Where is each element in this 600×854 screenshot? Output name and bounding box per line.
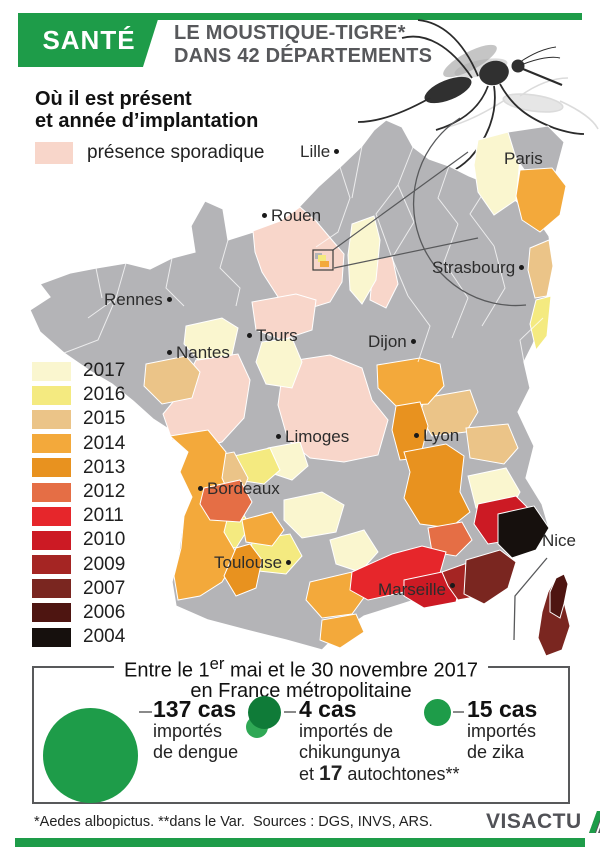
city-dot: [198, 486, 203, 492]
title-line2: DANS 42 DÉPARTEMENTS: [174, 45, 433, 67]
legend-row: 2011: [32, 504, 125, 528]
city-dot: [276, 434, 281, 440]
kicker-label: SANTÉ: [42, 24, 136, 55]
visactu-logo-icon: [588, 811, 600, 833]
city-label-marseille: Marseille: [378, 580, 459, 600]
connector-line: [453, 711, 464, 713]
connector-line: [139, 711, 152, 713]
subtitle-line1: Où il est présent: [35, 88, 192, 110]
city-label-toulouse: Toulouse: [214, 553, 295, 573]
legend-row: 2006: [32, 601, 125, 625]
legend-row: 2012: [32, 480, 125, 504]
paris-zoom-rect: [312, 249, 334, 271]
legend-row: 2009: [32, 553, 125, 577]
subtitle-line2: et année d’implantation: [35, 110, 259, 132]
zika-bubble: [424, 699, 451, 726]
footer-green-bar: [15, 838, 585, 847]
infographic-title: LE MOUSTIQUE-TIGRE* DANS 42 DÉPARTEMENTS: [174, 22, 432, 68]
legend-swatch-2014: [32, 434, 71, 454]
city-dot: [262, 213, 267, 219]
legend-swatch-2015: [32, 409, 71, 429]
department-patches: [143, 206, 554, 649]
zika-stat: 15 cas importés de zika: [467, 696, 538, 762]
city-dot: [247, 333, 252, 339]
year-legend: 2017 2016 2015 2014 2013 2012 2011 2010 …: [32, 359, 125, 649]
city-label-bordeaux: Bordeaux: [194, 479, 280, 499]
department-borders: [63, 145, 544, 363]
city-label-paris: Paris: [504, 149, 543, 168]
dengue-bubble: [43, 708, 138, 803]
city-label-dijon: Dijon: [368, 332, 420, 352]
legend-row: 2016: [32, 383, 125, 407]
legend-swatch-2013: [32, 458, 71, 478]
paris-inset: [312, 117, 567, 307]
mosquito-icon: [357, 19, 599, 173]
city-dot: [410, 339, 416, 345]
corsica-pointer-line: [513, 557, 548, 641]
city-label-lille: Lille: [300, 142, 343, 162]
chikungunya-stat: 4 cas importés de chikungunya et 17 auto…: [299, 696, 460, 785]
legend-row: 2013: [32, 456, 125, 480]
legend-swatch-2011: [32, 506, 71, 526]
city-label-rennes: Rennes: [104, 290, 176, 310]
visactu-logo: VISACTU: [486, 810, 600, 834]
legend-swatch-2017: [32, 361, 71, 381]
map-subtitle: Où il est présent et année d’implantatio…: [35, 88, 258, 132]
legend-swatch-2009: [32, 555, 71, 575]
city-dot: [414, 433, 419, 439]
legend-row: 2017: [32, 359, 125, 383]
city-dot: [519, 265, 525, 271]
city-label-rouen: Rouen: [258, 206, 321, 226]
legend-swatch-2007: [32, 579, 71, 599]
kicker-banner: SANTÉ: [18, 13, 160, 67]
ordinal-sup: er: [209, 654, 225, 673]
connector-line: [284, 711, 296, 713]
city-label-limoges: Limoges: [272, 427, 349, 447]
legend-row: 2014: [32, 432, 125, 456]
sporadic-swatch: [35, 142, 73, 164]
inset-circle-arc: [412, 117, 527, 307]
legend-swatch-2010: [32, 530, 71, 550]
city-label-tours: Tours: [243, 326, 298, 346]
legend-row: 2004: [32, 625, 125, 649]
legend-swatch-2012: [32, 482, 71, 502]
legend-row: 2010: [32, 528, 125, 552]
autochtones-count: 17: [319, 762, 343, 785]
title-line1: LE MOUSTIQUE-TIGRE*: [174, 22, 406, 44]
autochtones-line: et 17 autochtones**: [299, 762, 460, 785]
city-label-nice: Nice: [542, 531, 577, 550]
legend-row: 2015: [32, 407, 125, 431]
legend-row: 2007: [32, 577, 125, 601]
city-dot: [166, 297, 172, 303]
city-dot: [334, 149, 340, 155]
sporadic-label: présence sporadique: [87, 142, 265, 163]
city-label-lyon: Lyon: [410, 426, 459, 446]
city-dot: [450, 583, 456, 589]
legend-swatch-2006: [32, 603, 71, 623]
legend-swatch-2016: [32, 385, 71, 405]
header-green-strip: [18, 13, 582, 20]
city-dot: [286, 560, 292, 566]
city-label-nantes: Nantes: [163, 343, 230, 363]
city-dot: [167, 350, 172, 356]
legend-swatch-2004: [32, 627, 71, 647]
corsica: [537, 573, 571, 657]
city-label-strasbourg: Strasbourg: [432, 258, 528, 278]
stats-period-subtitle: en France métropolitaine: [190, 680, 412, 702]
chikungunya-bubble: [248, 696, 281, 729]
source-note: *Aedes albopictus. **dans le Var. Source…: [34, 814, 433, 830]
dengue-stat: 137 cas importés de dengue: [153, 696, 239, 762]
sporadic-legend: présence sporadique: [35, 142, 264, 164]
stats-period-title: Entre le 1er mai et le 30 novembre 2017: [114, 654, 488, 683]
cases-stats-panel: Entre le 1er mai et le 30 novembre 2017 …: [32, 654, 570, 804]
